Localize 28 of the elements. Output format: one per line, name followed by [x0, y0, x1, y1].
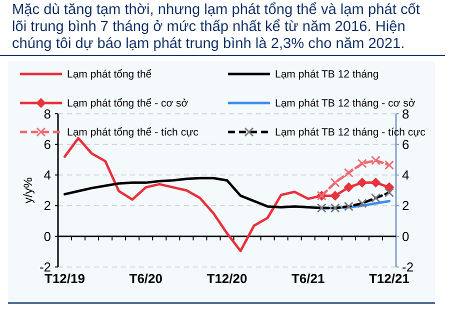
y2-tick-label: 2 — [402, 198, 410, 214]
y-tick-label: 8 — [44, 106, 51, 122]
point — [344, 168, 354, 178]
y-tick-label: 6 — [44, 136, 51, 152]
legend-label: Lạm phát TB 12 tháng — [275, 68, 379, 81]
y-axis-title: y/y% — [21, 177, 35, 204]
point — [344, 182, 354, 192]
y2-tick-label: 4 — [402, 168, 410, 183]
x-tick-label: T6/21 — [291, 271, 325, 286]
y-tick-label: 4 — [44, 168, 51, 183]
chart-title: Mặc dù tăng tạm thời, nhưng lạm phát tổng thể và lạm phát cốt lõi trung bình 7 tháng ở mức thấp nhất kể từ năm 2016. Hiện chúng tôi dự báo lạm phát trung bình là 2,3% cho năm 2021. — [0, 0, 445, 56]
point — [370, 156, 380, 166]
x-tick-label: T12/20 — [206, 271, 248, 286]
x-tick-label: T6/20 — [129, 271, 163, 286]
y-tick-label: 0 — [44, 228, 51, 244]
y-tick-label: 2 — [44, 198, 51, 214]
point — [384, 160, 394, 170]
point — [357, 178, 368, 188]
legend-label: Lạm phát tổng thể — [67, 68, 152, 81]
point — [357, 158, 367, 168]
point — [330, 190, 340, 201]
y2-tick-label: 0 — [402, 228, 410, 244]
legend-label: Lạm phát tổng thể - cơ sở — [67, 98, 188, 110]
point — [330, 178, 340, 188]
y2-tick-label: 6 — [402, 136, 410, 152]
point — [370, 178, 381, 188]
legend-label: Lạm phát tổng thể - tích cực — [67, 126, 198, 139]
legend-label: Lạm phát TB 12 tháng - tích cực — [275, 126, 426, 139]
